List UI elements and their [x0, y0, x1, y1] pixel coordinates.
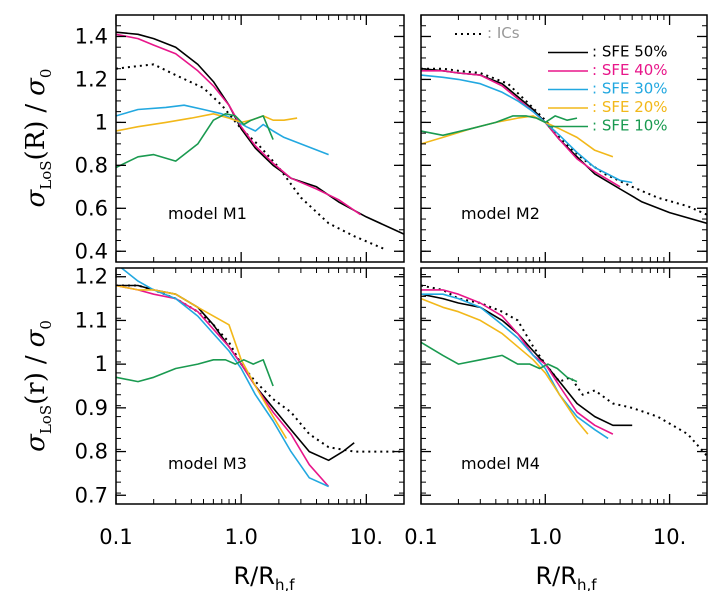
x-axis-label-right: R/Rh,f [536, 562, 598, 591]
series-line-sfe10 [116, 358, 274, 387]
series-line-sfe50 [421, 293, 633, 427]
y-tick-label: 0.6 [75, 196, 108, 220]
series-line-sfe20 [421, 115, 614, 158]
series-group [116, 31, 404, 251]
series-line-sfe20 [116, 113, 298, 132]
series-line-ics [116, 284, 404, 453]
series-group [421, 67, 707, 225]
y-axis-label-bottom: σLoS(r)/σ0 [21, 320, 55, 452]
series-line-sfe10 [421, 115, 578, 137]
series-line-sfe30 [421, 74, 633, 184]
panel-m4: 0.1 1.0 10. model M4 [404, 267, 708, 549]
y-tick-label: 1 [95, 110, 108, 134]
series-line-sfe40 [421, 289, 614, 435]
ylabel-part: 0 [37, 69, 55, 79]
y-axis-label-top: σLoS(R)/σ0 [21, 69, 55, 208]
y-tick-label: 1.2 [75, 265, 108, 289]
series-line-sfe20 [116, 284, 288, 439]
series-line-sfe20 [421, 297, 589, 435]
panel-m3: 0.7 0.8 0.9 1 1.1 1.2 0.1 1.0 10. model M3 [75, 265, 405, 549]
ylabel-part: σ [21, 433, 51, 452]
series-group [421, 284, 707, 457]
ylabel-part: σ [21, 77, 51, 96]
xlabel-sub: h,f [577, 576, 597, 591]
ylabel-part: σ [21, 188, 51, 207]
series-line-sfe40 [116, 284, 330, 488]
ylabel-part: σ [21, 328, 51, 347]
xlabel-main: R/R [234, 562, 275, 590]
x-tick-label: 10. [350, 525, 383, 549]
y-tick-label: 0.4 [75, 239, 108, 263]
series-line-sfe10 [116, 113, 274, 169]
legend-text-sfe10: : SFE 10% [592, 117, 668, 135]
y-tick-label: 0.8 [75, 440, 108, 464]
plot-frame [420, 267, 708, 505]
x-tick-label: 0.1 [404, 525, 437, 549]
x-tick-label: 0.1 [99, 525, 132, 549]
legend-text-sfe50: : SFE 50% [592, 43, 668, 61]
legend-text-ics: : ICs [487, 24, 520, 42]
legend-text-sfe20: : SFE 20% [592, 98, 668, 116]
y-axis-label-bottom-text: σLoS(r)/σ0 [21, 320, 55, 452]
y-tick-label: 1.2 [75, 67, 108, 91]
ylabel-part: LoS [37, 405, 55, 434]
y-axis-label-top-text: σLoS(R)/σ0 [21, 69, 55, 208]
ylabel-part: / [21, 355, 51, 364]
series-line-sfe30 [116, 104, 329, 156]
legend: : ICs : SFE 50%: SFE 40%: SFE 30%: SFE 20… [455, 24, 668, 135]
plot-frame [420, 14, 708, 263]
series-line-ics [421, 284, 707, 457]
legend-text-sfe30: : SFE 30% [592, 80, 668, 98]
xlabel-sub: h,f [275, 576, 295, 591]
series-line-sfe30 [421, 293, 609, 440]
ylabel-part: (r) [21, 372, 51, 405]
model-label: model M1 [168, 204, 247, 223]
series-line-sfe50 [116, 284, 355, 462]
y-tick-label: 0.7 [75, 483, 108, 507]
series-line-ics [116, 63, 385, 251]
series-line-sfe50 [116, 31, 404, 235]
series-group [116, 268, 404, 488]
x-tick-label: 10. [653, 525, 686, 549]
xlabel-main: R/R [536, 562, 577, 590]
panel-m2: model M2 [420, 14, 708, 263]
x-tick-label: 1.0 [529, 525, 562, 549]
model-label: model M4 [461, 454, 540, 473]
panel-m1: 0.4 0.6 0.8 1 1.2 1.4 model M1 [75, 14, 405, 263]
plot-frame [115, 267, 405, 505]
y-tick-label: 1.1 [75, 308, 108, 332]
x-tick-label: 1.0 [224, 525, 257, 549]
y-tick-label: 0.8 [75, 153, 108, 177]
model-label: model M3 [168, 454, 247, 473]
x-axis-label-left: R/Rh,f [234, 562, 296, 591]
model-label: model M2 [461, 204, 540, 223]
ylabel-part: / [21, 104, 51, 113]
ylabel-part: 0 [37, 320, 55, 330]
y-tick-label: 1 [95, 352, 108, 376]
ylabel-part: (R) [21, 121, 51, 161]
legend-text-sfe40: : SFE 40% [592, 61, 668, 79]
y-tick-label: 0.9 [75, 396, 108, 420]
series-line-sfe10 [421, 341, 578, 383]
ylabel-part: LoS [37, 160, 55, 189]
series-line-sfe40 [421, 70, 621, 188]
plot-frame [115, 14, 405, 263]
y-tick-label: 1.4 [75, 24, 108, 48]
